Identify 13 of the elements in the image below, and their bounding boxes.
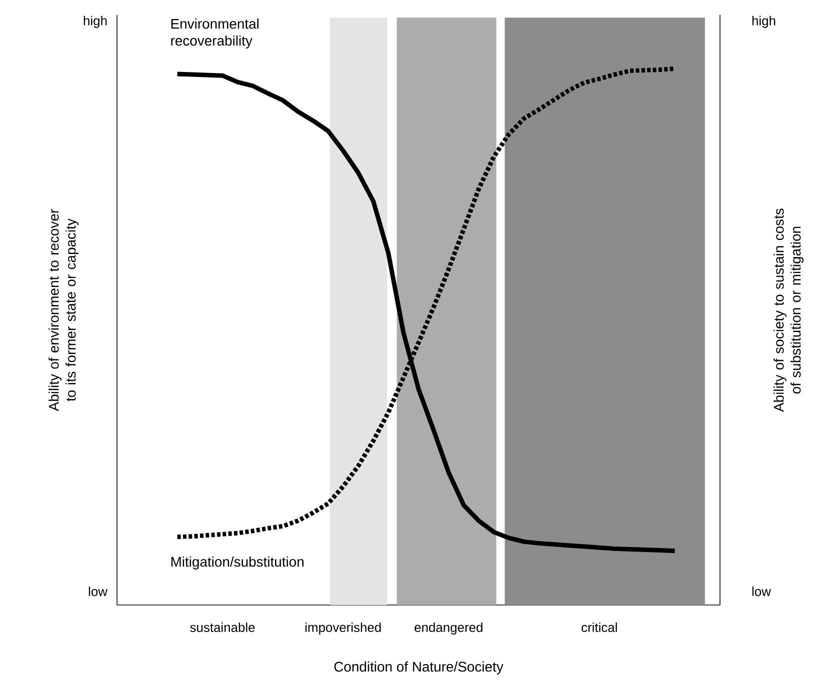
- text: high: [752, 16, 776, 28]
- series-label: Mitigation/substitution: [171, 556, 304, 570]
- text: high: [84, 16, 107, 28]
- text: low: [752, 586, 771, 596]
- x-tick-label: critical: [582, 622, 617, 632]
- x-tick-label: impoverished: [305, 622, 381, 635]
- x-axis-title: Condition of Nature/Society: [334, 661, 504, 674]
- y2-axis-title: Ability of society to sustain costs of substitution or mitigation: [774, 208, 804, 412]
- y-axis-title: Ability of environment to recover to its former state or capacity: [48, 209, 78, 412]
- text: low: [88, 586, 108, 596]
- x-tick-label: sustainable: [190, 622, 255, 632]
- x-tick-label: endangered: [414, 622, 482, 635]
- series-label: Environmental recoverability: [171, 18, 258, 48]
